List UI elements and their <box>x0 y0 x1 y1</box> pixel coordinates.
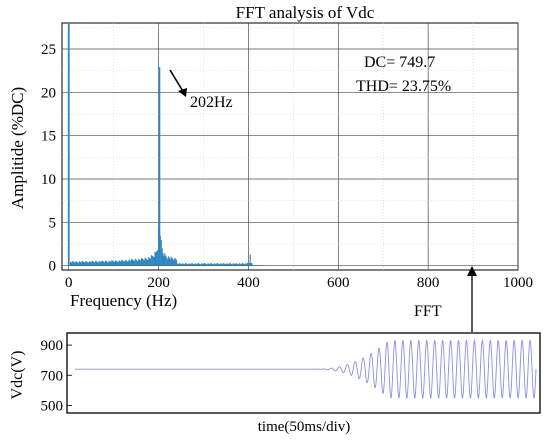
vdc-y-tick-label: 500 <box>41 398 64 414</box>
vdc-y-tick-labels: 500 700 900 <box>41 338 64 414</box>
dc-value-text: DC= 749.7 <box>364 54 435 71</box>
vdc-y-axis-label: Vdc(V) <box>9 351 26 400</box>
fft-plot-area <box>61 22 519 271</box>
fft-y-tick-label: 10 <box>41 172 56 188</box>
fft-y-axis-label: Amplitide (%DC) <box>8 87 27 209</box>
fft-x-tick-label: 200 <box>147 275 170 291</box>
fft-x-tick-label: 1000 <box>503 275 533 291</box>
fft-chart: 0 200 400 600 800 1000 0 5 10 15 20 25 <box>41 22 533 291</box>
callout-label: FFT <box>414 303 442 320</box>
fft-x-tick-label: 600 <box>327 275 350 291</box>
fft-grid <box>62 23 519 270</box>
fft-x-tick-label: 0 <box>65 275 73 291</box>
fft-y-tick-label: 15 <box>41 129 56 145</box>
vdc-plot-frame <box>66 332 541 414</box>
chart-title: FFT analysis of Vdc <box>236 3 375 22</box>
vdc-chart: 500 700 900 <box>41 332 541 414</box>
fft-y-tick-label: 20 <box>41 85 56 101</box>
thd-value-text: THD= 23.75% <box>356 78 451 95</box>
callout-arrow-head <box>467 266 477 276</box>
fft-y-tick-label: 5 <box>49 215 57 231</box>
vdc-y-tick-label: 900 <box>41 338 64 354</box>
vdc-y-tick-label: 700 <box>41 368 64 384</box>
fft-y-tick-label: 25 <box>41 42 56 58</box>
vdc-grid <box>67 344 72 406</box>
peak-arrow-line <box>169 69 185 94</box>
vdc-x-axis-label: time(50ms/div) <box>258 419 351 435</box>
fft-x-tick-label: 400 <box>237 275 260 291</box>
fft-y-tick-label: 0 <box>49 259 57 275</box>
peak-annotation-label: 202Hz <box>190 94 233 111</box>
fft-x-axis-label: Frequency (Hz) <box>70 291 177 310</box>
fft-y-tick-labels: 0 5 10 15 20 25 <box>41 42 56 275</box>
vdc-waveform <box>75 339 537 400</box>
fft-x-tick-labels: 0 200 400 600 800 1000 <box>65 275 533 291</box>
fft-spectrum <box>67 23 263 266</box>
peak-arrow-head <box>178 88 187 97</box>
fft-x-tick-label: 800 <box>417 275 440 291</box>
